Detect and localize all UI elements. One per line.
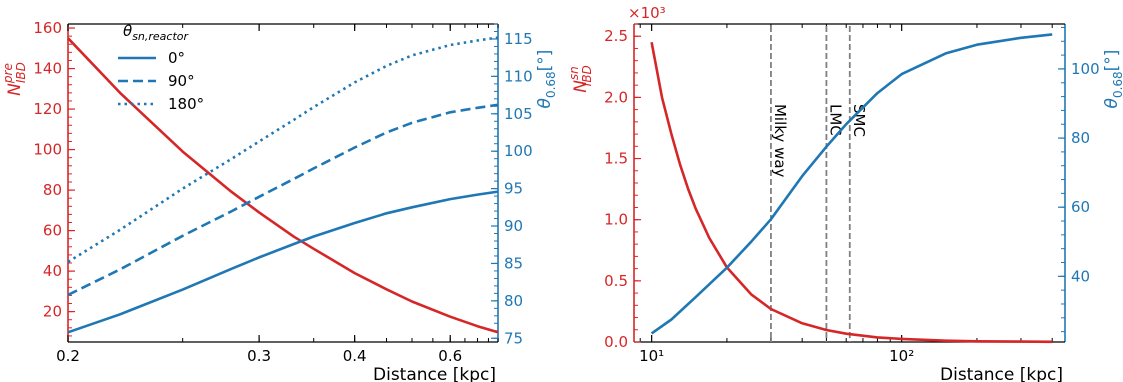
x-tick-label: 10²: [889, 347, 914, 365]
y-left-axis-label: NsnIBD: [567, 65, 594, 93]
y-right-tick-label: 90: [504, 217, 523, 235]
y-right-tick-label: 95: [504, 180, 523, 198]
y-left-tick-label: 2.0: [604, 88, 628, 106]
y-left-tick-label: 0.5: [604, 272, 628, 290]
x-tick-label: 0.3: [247, 347, 271, 365]
y-left-tick-label: 2.5: [604, 27, 628, 45]
y-left-tick-label: 160: [33, 19, 62, 37]
series-line-0: [650, 42, 1053, 344]
y-left-tick-label: 120: [33, 100, 62, 118]
y-left-tick-label: 80: [43, 181, 62, 199]
y-right-axis-label: θ0.68[°]: [1102, 50, 1123, 109]
y-right-tick-label: 85: [504, 254, 523, 272]
y-right-axis-label: θ0.68[°]: [535, 50, 558, 109]
y-left-tick-label: 0.0: [604, 333, 628, 351]
legend-entry-2: 180°: [168, 95, 204, 113]
series-line-1: [67, 190, 499, 334]
x-tick-label: 0.2: [56, 347, 80, 365]
series-line-0: [67, 37, 499, 334]
y-right-tick-label: 80: [1071, 129, 1090, 147]
y-left-axis-label: NpreIBD: [1, 62, 28, 96]
y-left-tick-label: 140: [33, 60, 62, 78]
y-right-tick-label: 100: [504, 142, 533, 160]
x-tick-label: 10¹: [639, 347, 664, 365]
y-left-tick-label: 1.0: [604, 211, 628, 229]
x-tick-label: 0.4: [343, 347, 367, 365]
y-right-tick-label: 60: [1071, 198, 1090, 216]
right-chart-panel: 10¹ 10² 0.0 0.5 1.0 1.5 2.0 2.5 40 60 80 100 Milky w…: [567, 4, 1123, 382]
y-right-tick-label: 115: [504, 30, 533, 48]
legend-entry-0: 0°: [168, 49, 185, 67]
y-right-tick-label: 75: [504, 329, 523, 347]
legend-entry-1: 90°: [168, 72, 195, 90]
y-left-multiplier: ×10³: [628, 4, 666, 22]
y-right-tick-label: 40: [1071, 267, 1090, 285]
y-left-tick-label: 60: [43, 222, 62, 240]
y-right-tick-label: 100: [1071, 60, 1100, 78]
y-left-tick-label: 100: [33, 141, 62, 159]
y-left-tick-label: 1.5: [604, 150, 628, 168]
annotation-label: LMC: [826, 104, 844, 136]
y-left-tick-label: 20: [43, 303, 62, 321]
series-line-2: [67, 103, 499, 297]
y-right-tick-label: 110: [504, 67, 533, 85]
legend-title: θsn,reactor: [123, 22, 190, 43]
annotation-label: SMC: [850, 104, 868, 137]
x-tick-label: 0.6: [438, 347, 462, 365]
left-chart-panel: 0.2 0.3 0.4 0.6 20 40 60 80 100 120 140 160 75 80 85 90…: [1, 19, 558, 382]
annotation-label: Milky way: [771, 104, 789, 178]
series-line-1: [650, 33, 1053, 335]
y-left-tick-label: 40: [43, 262, 62, 280]
x-axis-label: Distance [kpc]: [940, 365, 1063, 382]
y-right-tick-label: 80: [504, 292, 523, 310]
x-axis-label: Distance [kpc]: [373, 365, 496, 382]
y-right-tick-label: 105: [504, 105, 533, 123]
